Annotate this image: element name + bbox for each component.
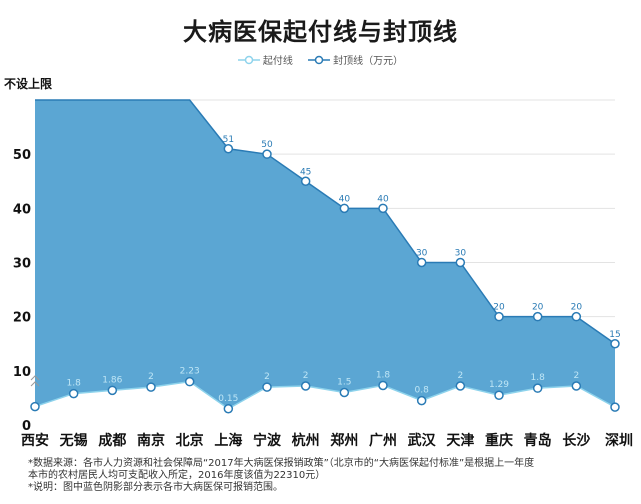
floor-point: [184, 376, 195, 387]
floor-data-label: 1.8: [376, 370, 391, 380]
cap-point: [262, 149, 272, 159]
floor-point: [146, 382, 156, 392]
floor-point: [262, 382, 272, 392]
cap-data-label: 51: [223, 135, 234, 145]
floor-point: [571, 381, 582, 391]
floor-data-label: 2.23: [180, 367, 200, 377]
x-tick-label: 成都: [98, 432, 126, 449]
cap-point: [571, 311, 582, 322]
cap-point: [378, 203, 388, 214]
y-tick-label: 20: [13, 311, 31, 326]
floor-data-label: 2: [264, 372, 270, 382]
cap-point: [223, 144, 234, 154]
cap-data-label: 30: [416, 249, 428, 259]
footnote-source: *数据来源：各市人力资源和社会保障局“2017年大病医保报销政策”（北京市的“大…: [28, 458, 535, 469]
cap-data-label: 40: [377, 194, 389, 204]
cap-point: [455, 257, 466, 268]
cap-data-label: 20: [571, 303, 583, 313]
cap-data-label: 45: [300, 167, 311, 177]
x-tick-label: 天津: [446, 432, 474, 449]
floor-point: [416, 395, 427, 406]
x-tick-label: 重庆: [485, 432, 513, 449]
x-tick-label: 深圳: [605, 432, 633, 449]
cap-point: [339, 203, 350, 214]
cap-data-label: 20: [493, 303, 505, 313]
floor-data-label: 1.5: [337, 378, 351, 388]
footnote-explanation: *说明：图中蓝色阴影部分表示各市大病医保可报销范围。: [28, 482, 283, 493]
floor-point: [532, 383, 543, 393]
floor-data-label: 1.86: [102, 375, 122, 385]
legend-item-floor[interactable]: 起付线: [237, 52, 293, 67]
x-tick-label: 杭州: [292, 432, 320, 449]
floor-point: [107, 385, 118, 396]
footnote-source-cont: 本市的农村居民人均可支配收入所定，2016年度该值为22310元）: [28, 470, 326, 481]
cap-data-label: 50: [261, 140, 273, 150]
cap-point: [300, 176, 311, 186]
x-tick-label: 广州: [369, 432, 397, 449]
cap-point: [610, 339, 620, 349]
cap-line: [35, 99, 616, 345]
legend-floor-label: 起付线: [262, 56, 293, 67]
floor-line: [34, 380, 616, 410]
floor-data-label: 0.15: [218, 394, 238, 404]
floor-data-label: 2: [457, 371, 463, 381]
floor-point: [300, 381, 311, 391]
floor-data-label: 1.8: [67, 379, 82, 389]
floor-data-label: 1.8: [531, 373, 546, 383]
floor-point: [30, 401, 40, 412]
legend-cap-marker-icon: [308, 55, 331, 64]
y-tick-label: 50: [13, 148, 31, 163]
y-tick-label: 0: [22, 419, 31, 434]
cap-point: [416, 257, 427, 268]
floor-data-label: 2: [573, 371, 579, 381]
x-tick-label: 无锡: [59, 432, 88, 449]
cap-data-label: 20: [532, 303, 544, 313]
x-tick-label: 上海: [214, 432, 242, 449]
legend-cap-label: 封顶线（万元）: [333, 56, 404, 67]
cap-point: [494, 311, 504, 322]
floor-data-label: 2: [303, 371, 309, 381]
floor-point: [494, 390, 504, 400]
x-tick-label: 北京: [176, 432, 204, 449]
floor-point: [378, 380, 388, 391]
footnotes: *数据来源：各市人力资源和社会保障局“2017年大病医保报销政策”（北京市的“大…: [28, 458, 628, 494]
x-tick-label: 宁波: [253, 432, 282, 449]
x-tick-label: 武汉: [408, 432, 437, 449]
x-tick-label: 青岛: [524, 432, 552, 449]
floor-data-label: 2: [148, 372, 154, 382]
cap-data-label: 30: [455, 249, 467, 259]
floor-point: [223, 404, 234, 414]
floor-point: [339, 387, 350, 398]
legend: 起付线 封顶线（万元）: [0, 52, 641, 68]
x-tick-label: 郑州: [330, 432, 358, 449]
legend-item-cap[interactable]: 封顶线（万元）: [308, 52, 403, 67]
y-tick-label: 40: [13, 202, 31, 217]
floor-data-label: 0.8: [415, 386, 430, 396]
y-top-label: 不设上限: [4, 76, 52, 91]
floor-point: [610, 402, 620, 412]
chart-title: 大病医保起付线与封顶线: [183, 18, 458, 46]
cap-point: [532, 311, 543, 322]
x-tick-label: 长沙: [562, 432, 590, 449]
y-tick-label: 30: [13, 257, 31, 272]
x-tick-label: 西安: [21, 432, 49, 449]
floor-point: [455, 381, 466, 391]
cap-data-label: 15: [609, 330, 620, 340]
floor-point: [68, 388, 79, 399]
legend-floor-marker-icon: [237, 55, 260, 64]
cap-data-label: 40: [339, 194, 351, 204]
y-tick-label: 10: [13, 365, 31, 380]
axis-break-icon: [30, 375, 40, 387]
coverage-area: [35, 100, 615, 409]
floor-data-label: 1.29: [489, 380, 509, 390]
x-tick-label: 南京: [137, 432, 165, 449]
